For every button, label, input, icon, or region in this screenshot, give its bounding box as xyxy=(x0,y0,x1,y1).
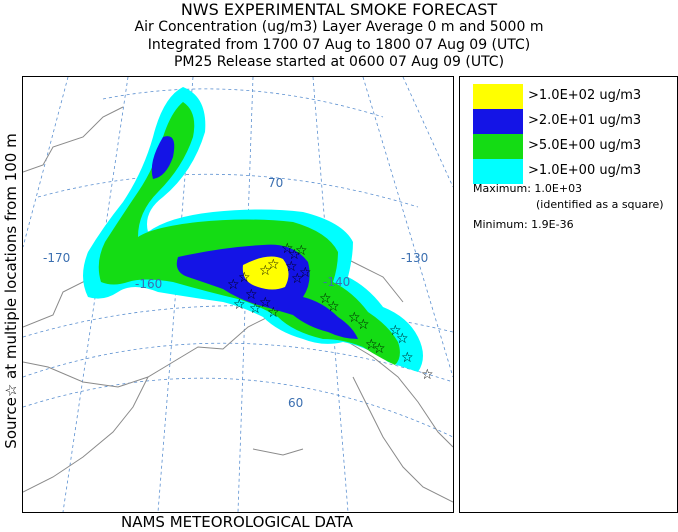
legend-swatch xyxy=(473,134,523,159)
smoke-band-4 xyxy=(242,256,289,290)
fire-source-marker: ☆ xyxy=(421,367,434,383)
met-data-label: NAMS METEOROLOGICAL DATA xyxy=(121,513,353,531)
map-canvas: -170 -160 -140 -130 70 60 ☆ ☆ ☆ ☆ ☆ ☆ ☆ … xyxy=(23,77,453,512)
fire-source-marker: ☆ xyxy=(259,263,272,279)
russia-coast xyxy=(23,106,124,173)
gulf-coast xyxy=(23,316,453,448)
fire-source-marker: ☆ xyxy=(233,297,246,313)
fire-source-marker: ☆ xyxy=(348,310,361,326)
meridian-130 xyxy=(362,77,453,378)
fire-source-marker: ☆ xyxy=(245,287,258,303)
meridian-label: -130 xyxy=(401,251,428,265)
concentration-subtitle: Air Concentration (ug/m3) Layer Average … xyxy=(134,19,544,35)
parallel-label: 70 xyxy=(268,176,283,190)
source-side-text: Source☆ at multiple locations from 100 m xyxy=(2,133,20,449)
fire-source-marker: ☆ xyxy=(267,257,280,273)
fire-source-marker: ☆ xyxy=(238,270,251,286)
meridian-label: -160 xyxy=(135,277,162,291)
integration-period: Integrated from 1700 07 Aug to 1800 07 A… xyxy=(147,37,531,53)
meridian-170 xyxy=(62,77,129,512)
island-outline xyxy=(252,448,304,456)
fire-source-marker: ☆ xyxy=(295,243,308,259)
fire-source-marker: ☆ xyxy=(227,277,240,293)
fire-source-marker: ☆ xyxy=(281,241,294,257)
fire-source-marker: ☆ xyxy=(319,291,332,307)
parallel-label: 60 xyxy=(288,396,303,410)
smoke-map: -170 -160 -140 -130 70 60 ☆ ☆ ☆ ☆ ☆ ☆ ☆ … xyxy=(22,76,454,513)
parallel-70 xyxy=(37,173,419,208)
fire-source-marker: ☆ xyxy=(373,341,386,357)
fire-source-marker: ☆ xyxy=(299,265,312,281)
map-title: NWS EXPERIMENTAL SMOKE FORECAST xyxy=(180,0,498,19)
peninsula-coast xyxy=(23,376,149,493)
smoke-plume xyxy=(83,87,423,372)
smoke-band-3 xyxy=(151,136,175,179)
fire-source-marker: ☆ xyxy=(365,337,378,353)
legend-label: >1.0E+02 ug/m3 xyxy=(528,88,642,103)
fire-sources: ☆ ☆ ☆ ☆ ☆ ☆ ☆ ☆ ☆ ☆ ☆ ☆ ☆ ☆ ☆ ☆ ☆ ☆ ☆ ☆ … xyxy=(227,241,434,383)
legend-item: >1.0E+00 ug/m3 xyxy=(473,159,668,184)
fire-source-marker: ☆ xyxy=(401,350,414,366)
legend-item: >2.0E+01 ug/m3 xyxy=(473,109,668,134)
legend-panel: >1.0E+02 ug/m3 >2.0E+01 ug/m3 >5.0E+00 u… xyxy=(459,76,678,513)
fire-source-marker: ☆ xyxy=(389,323,402,339)
legend-item: >1.0E+02 ug/m3 xyxy=(473,84,668,109)
legend-label: >1.0E+00 ug/m3 xyxy=(528,163,642,178)
legend-label: >5.0E+00 ug/m3 xyxy=(528,138,642,153)
release-info: PM25 Release started at 0600 07 Aug 09 (… xyxy=(173,54,505,70)
fire-source-marker: ☆ xyxy=(259,295,272,311)
fire-source-marker: ☆ xyxy=(249,301,262,317)
fire-source-marker: ☆ xyxy=(357,317,370,333)
meridian-label: -140 xyxy=(323,275,350,289)
legend-swatch xyxy=(473,109,523,134)
fire-source-marker: ☆ xyxy=(267,305,280,321)
parallel-60 xyxy=(23,377,453,438)
meridian-label: -170 xyxy=(43,251,70,265)
maximum-value: Maximum: 1.0E+03 xyxy=(473,182,583,195)
minimum-value: Minimum: 1.9E-36 xyxy=(473,218,574,231)
legend-swatch xyxy=(473,159,523,184)
parallel-line xyxy=(102,88,384,118)
fire-source-marker: ☆ xyxy=(288,247,301,263)
meridian-line xyxy=(23,77,69,248)
legend-swatch xyxy=(473,84,523,109)
legend-item: >5.0E+00 ug/m3 xyxy=(473,134,668,159)
smoke-band-2 xyxy=(98,102,400,365)
fire-source-marker: ☆ xyxy=(327,299,340,315)
legend-label: >2.0E+01 ug/m3 xyxy=(528,113,642,128)
meridian-line xyxy=(402,77,453,188)
fire-source-marker: ☆ xyxy=(396,331,409,347)
parallel-line xyxy=(23,342,453,383)
fire-source-marker: ☆ xyxy=(285,259,298,275)
fire-source-marker: ☆ xyxy=(291,271,304,287)
panhandle-coast xyxy=(352,376,453,503)
smoke-band-3 xyxy=(176,244,358,339)
maximum-note: (identified as a square) xyxy=(536,198,664,211)
source-side-label: Source☆ at multiple locations from 100 m xyxy=(0,70,22,512)
